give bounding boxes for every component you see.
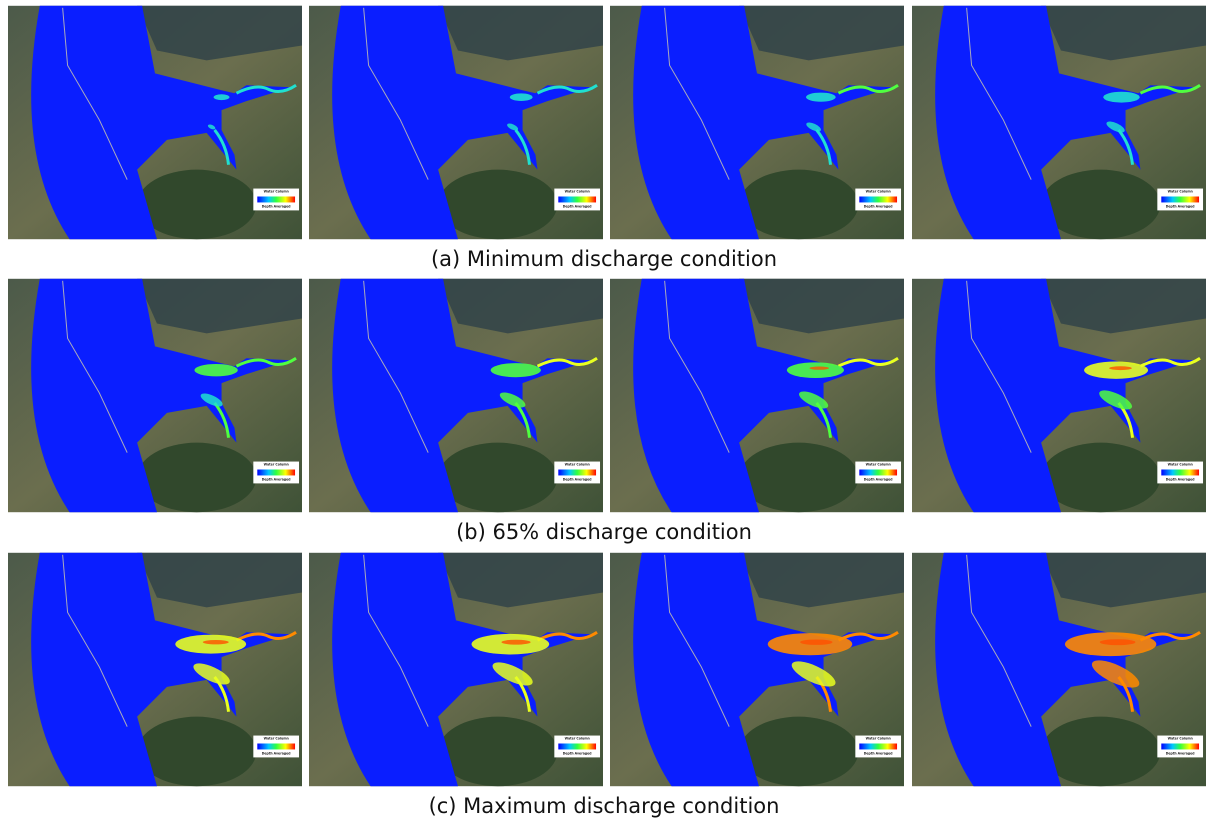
legend-title: Water Column bbox=[866, 463, 891, 467]
map-panel: Water Column Depth Averaged bbox=[309, 6, 603, 239]
legend-subtitle: Depth Averaged bbox=[262, 477, 291, 481]
color-bar bbox=[859, 469, 897, 475]
plume-core bbox=[203, 640, 229, 644]
plume-north bbox=[214, 94, 230, 100]
color-bar bbox=[558, 743, 596, 749]
plume-north bbox=[1103, 92, 1139, 103]
plume-north bbox=[787, 362, 844, 378]
plume-core bbox=[800, 639, 833, 644]
island bbox=[137, 170, 256, 240]
legend-title: Water Column bbox=[264, 737, 289, 741]
row-caption: (a) Minimum discharge condition bbox=[431, 247, 777, 271]
legend-title: Water Column bbox=[1168, 737, 1193, 741]
legend-subtitle: Depth Averaged bbox=[262, 204, 291, 208]
row-caption: (b) 65% discharge condition bbox=[456, 520, 752, 544]
color-bar bbox=[1161, 196, 1199, 202]
island bbox=[739, 717, 858, 787]
map-panel: Water Column Depth Averaged bbox=[8, 279, 302, 512]
legend-title: Water Column bbox=[1168, 463, 1193, 467]
map-panel: Water Column Depth Averaged bbox=[912, 6, 1206, 239]
legend-subtitle: Depth Averaged bbox=[563, 204, 592, 208]
legend-title: Water Column bbox=[565, 190, 590, 194]
legend-title: Water Column bbox=[264, 190, 289, 194]
legend-title: Water Column bbox=[1168, 190, 1193, 194]
legend-subtitle: Depth Averaged bbox=[563, 477, 592, 481]
figure: Water Column Depth Averaged Water Column De… bbox=[0, 0, 1209, 826]
plume-north bbox=[194, 364, 237, 376]
plume-core bbox=[1100, 639, 1136, 645]
legend-subtitle: Depth Averaged bbox=[1166, 751, 1195, 755]
legend-subtitle: Depth Averaged bbox=[563, 751, 592, 755]
island bbox=[1041, 717, 1160, 787]
map-panel: Water Column Depth Averaged bbox=[912, 553, 1206, 786]
plume-north bbox=[491, 363, 541, 377]
color-bar bbox=[257, 743, 295, 749]
legend-subtitle: Depth Averaged bbox=[864, 751, 893, 755]
color-bar bbox=[257, 469, 295, 475]
plume-north bbox=[510, 93, 533, 101]
plume-core bbox=[809, 367, 829, 370]
color-bar bbox=[257, 196, 295, 202]
legend-subtitle: Depth Averaged bbox=[1166, 204, 1195, 208]
island bbox=[1041, 443, 1160, 513]
map-panel: Water Column Depth Averaged bbox=[610, 279, 904, 512]
island bbox=[1041, 170, 1160, 240]
island bbox=[739, 170, 858, 240]
legend-subtitle: Depth Averaged bbox=[1166, 477, 1195, 481]
island bbox=[438, 717, 557, 787]
color-bar bbox=[1161, 469, 1199, 475]
legend-title: Water Column bbox=[866, 190, 891, 194]
color-bar bbox=[1161, 743, 1199, 749]
map-panel: Water Column Depth Averaged bbox=[309, 553, 603, 786]
row-caption: (c) Maximum discharge condition bbox=[429, 794, 780, 818]
legend-subtitle: Depth Averaged bbox=[864, 477, 893, 481]
island bbox=[438, 443, 557, 513]
map-panel: Water Column Depth Averaged bbox=[912, 279, 1206, 512]
island bbox=[438, 170, 557, 240]
legend-title: Water Column bbox=[866, 737, 891, 741]
plume-north bbox=[806, 93, 836, 102]
legend-title: Water Column bbox=[565, 737, 590, 741]
plume-north bbox=[1084, 362, 1148, 379]
map-panel: Water Column Depth Averaged bbox=[309, 279, 603, 512]
color-bar bbox=[558, 469, 596, 475]
island bbox=[137, 443, 256, 513]
island bbox=[137, 717, 256, 787]
color-bar bbox=[558, 196, 596, 202]
island bbox=[739, 443, 858, 513]
legend-title: Water Column bbox=[565, 463, 590, 467]
legend-subtitle: Depth Averaged bbox=[262, 751, 291, 755]
map-panel: Water Column Depth Averaged bbox=[610, 553, 904, 786]
map-panel: Water Column Depth Averaged bbox=[610, 6, 904, 239]
plume-core bbox=[501, 640, 530, 645]
plume-core bbox=[1109, 366, 1132, 370]
legend-subtitle: Depth Averaged bbox=[864, 204, 893, 208]
map-panel: Water Column Depth Averaged bbox=[8, 553, 302, 786]
legend-title: Water Column bbox=[264, 463, 289, 467]
map-panel: Water Column Depth Averaged bbox=[8, 6, 302, 239]
color-bar bbox=[859, 743, 897, 749]
color-bar bbox=[859, 196, 897, 202]
